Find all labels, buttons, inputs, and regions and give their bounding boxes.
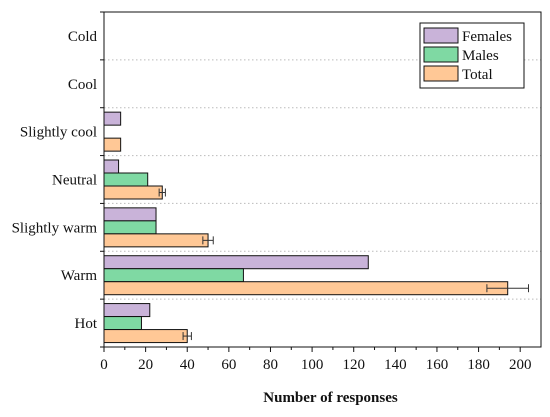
bars-group xyxy=(103,111,509,344)
category-label: Slightly warm xyxy=(12,220,98,236)
x-tick-label: 0 xyxy=(100,357,108,373)
x-tick-label: 20 xyxy=(138,357,153,373)
bar-females-warm xyxy=(103,255,369,270)
bar-males-neutral xyxy=(103,172,149,187)
legend-swatch-total xyxy=(423,65,459,82)
bar-males-hot xyxy=(103,316,142,331)
category-label: Warm xyxy=(61,268,98,284)
category-label: Cold xyxy=(68,29,98,45)
x-tick-label: 160 xyxy=(426,357,449,373)
x-axis-title: Number of responses xyxy=(263,390,398,406)
x-tick-label: 80 xyxy=(263,357,278,373)
legend: Females Males Total xyxy=(419,22,525,89)
bar-males-slightly-warm xyxy=(103,220,157,235)
legend-label-males: Males xyxy=(462,48,499,64)
category-label: Hot xyxy=(75,316,98,332)
bar-males-warm xyxy=(103,268,244,283)
category-label: Neutral xyxy=(52,173,97,189)
x-tick-label: 200 xyxy=(509,357,532,373)
plot-frame xyxy=(103,11,542,348)
category-label: Cool xyxy=(68,77,97,93)
bar-females-slightly-cool xyxy=(103,111,122,126)
bar-total-neutral xyxy=(103,185,163,200)
legend-swatch-females xyxy=(423,27,459,44)
legend-label-total: Total xyxy=(462,67,493,83)
bar-females-neutral xyxy=(103,159,120,174)
y-axis: Cold Cool Slightly cool Neutral Slightly war… xyxy=(12,11,104,348)
legend-swatch-males xyxy=(423,46,459,63)
bar-total-slightly-cool xyxy=(103,137,122,152)
x-tick-label: 40 xyxy=(180,357,195,373)
bar-females-hot xyxy=(103,303,151,318)
x-tick-label: 60 xyxy=(221,357,236,373)
error-bars-group xyxy=(158,188,530,341)
x-tick-label: 180 xyxy=(467,357,490,373)
bar-total-slightly-warm xyxy=(103,233,209,248)
x-tick-label: 120 xyxy=(342,357,365,373)
bar-females-slightly-warm xyxy=(103,207,157,222)
legend-label-females: Females xyxy=(462,29,512,45)
category-label: Slightly cool xyxy=(20,125,97,141)
x-axis: 0 20 40 60 80 100 120 140 160 180 200 xyxy=(100,347,531,373)
x-tick-label: 100 xyxy=(301,357,324,373)
bar-total-hot xyxy=(103,329,188,344)
x-tick-label: 140 xyxy=(384,357,407,373)
bar-total-warm xyxy=(103,281,509,296)
